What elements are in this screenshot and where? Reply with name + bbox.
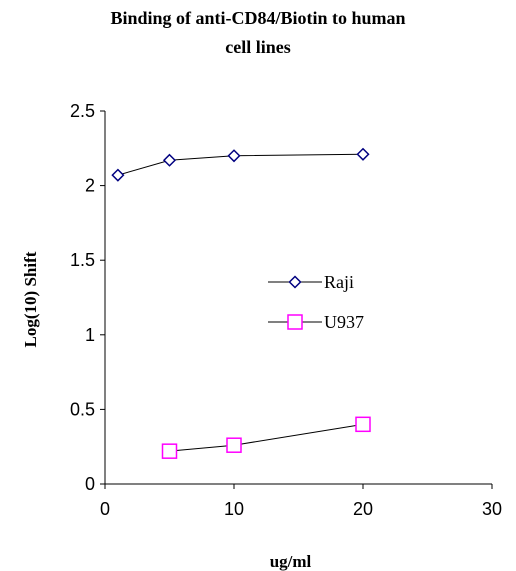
x-axis-title: ug/ml xyxy=(270,552,312,571)
data-point-raji xyxy=(111,168,125,182)
data-point-u937 xyxy=(161,443,178,459)
x-tick-label: 20 xyxy=(353,499,373,519)
y-axis-title: Log(10) Shift xyxy=(21,251,40,347)
y-tick-label: 2 xyxy=(85,176,95,196)
chart-title: Binding of anti-CD84/Biotin to human cel… xyxy=(0,4,516,62)
series-line-u937 xyxy=(169,423,364,452)
data-point-raji xyxy=(162,153,177,167)
x-tick-label: 0 xyxy=(100,499,110,519)
legend-marker-raji xyxy=(288,275,302,289)
chart-title-line-1: Binding of anti-CD84/Biotin to human xyxy=(110,8,406,28)
y-tick-label: 1 xyxy=(85,325,95,345)
x-tick-label: 10 xyxy=(224,499,244,519)
y-tick-label: 0 xyxy=(85,474,95,494)
x-tick-label: 30 xyxy=(482,499,502,519)
data-point-raji xyxy=(227,149,241,163)
legend-label-u937: U937 xyxy=(324,312,364,332)
chart-title-line-2: cell lines xyxy=(225,37,291,57)
y-tick-label: 1.5 xyxy=(70,250,95,270)
data-point-raji xyxy=(356,147,370,161)
data-point-u937 xyxy=(226,437,242,453)
y-tick-label: 0.5 xyxy=(70,399,95,419)
y-tick-label: 2.5 xyxy=(70,101,95,121)
legend-marker-u937 xyxy=(287,314,303,330)
data-point-u937 xyxy=(355,416,371,433)
legend-label-raji: Raji xyxy=(324,272,354,292)
series-line-raji xyxy=(117,153,364,176)
